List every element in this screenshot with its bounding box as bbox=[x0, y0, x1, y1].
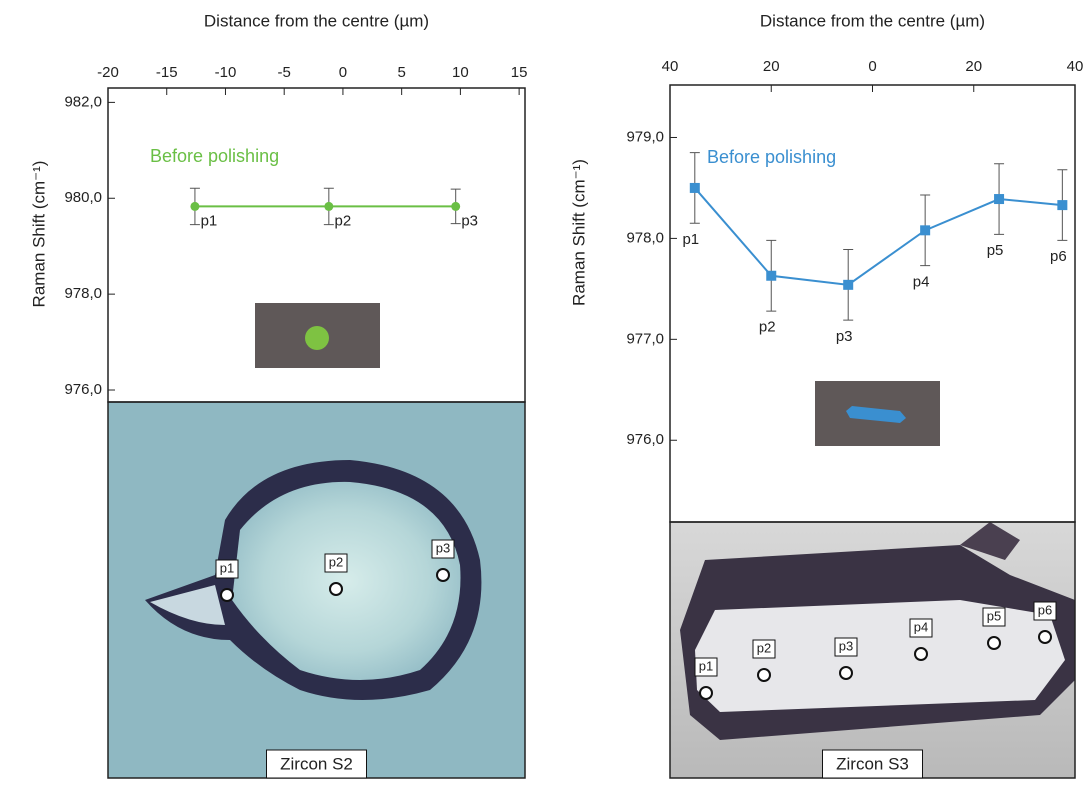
y-tick-label: 977,0 bbox=[626, 330, 664, 347]
point-label: p1 bbox=[682, 231, 699, 248]
point-label: p3 bbox=[461, 212, 478, 229]
data-point bbox=[1057, 200, 1067, 210]
marker-label: p4 bbox=[914, 619, 928, 634]
point-label: p5 bbox=[987, 242, 1004, 259]
x-tick-label: -15 bbox=[156, 64, 178, 81]
image-marker bbox=[330, 583, 342, 595]
marker-label: p1 bbox=[220, 560, 234, 575]
y-tick-label: 979,0 bbox=[626, 128, 664, 145]
micrograph bbox=[670, 522, 1075, 778]
x-tick-label: 0 bbox=[868, 58, 876, 75]
point-label: p2 bbox=[759, 319, 776, 336]
marker-label: p2 bbox=[757, 640, 771, 655]
image-marker bbox=[758, 669, 770, 681]
image-marker bbox=[840, 667, 852, 679]
x-tick-label: 40 bbox=[662, 58, 679, 75]
point-label: p2 bbox=[334, 212, 351, 229]
image-marker bbox=[221, 589, 233, 601]
point-label: p1 bbox=[201, 212, 218, 229]
x-axis-title: Distance from the centre (µm) bbox=[204, 11, 429, 30]
marker-label: p3 bbox=[436, 540, 450, 555]
x-tick-label: 0 bbox=[339, 64, 347, 81]
point-label: p6 bbox=[1050, 248, 1067, 265]
x-tick-label: 15 bbox=[511, 64, 528, 81]
figure: Distance from the centre (µm) Raman Shift… bbox=[0, 0, 1086, 783]
x-tick-label: 20 bbox=[763, 58, 780, 75]
data-point bbox=[920, 225, 930, 235]
image-marker bbox=[1039, 631, 1051, 643]
page: {"chart_data": [ {"type": "line", "title… bbox=[0, 0, 1086, 788]
image-caption: Zircon S2 bbox=[280, 754, 353, 773]
y-tick-label: 978,0 bbox=[626, 229, 664, 246]
image-marker bbox=[915, 648, 927, 660]
x-axis-title: Distance from the centre (µm) bbox=[760, 11, 985, 30]
marker-label: p6 bbox=[1038, 602, 1052, 617]
image-marker bbox=[700, 687, 712, 699]
y-axis-title: Raman Shift (cm⁻¹) bbox=[29, 161, 48, 308]
annotation: Before polishing bbox=[707, 147, 836, 167]
image-marker bbox=[988, 637, 1000, 649]
data-point bbox=[690, 183, 700, 193]
data-point bbox=[994, 194, 1004, 204]
marker-label: p1 bbox=[699, 658, 713, 673]
y-tick-label: 978,0 bbox=[64, 285, 102, 302]
x-tick-label: 40 bbox=[1067, 58, 1084, 75]
x-tick-label: -10 bbox=[215, 64, 237, 81]
data-line bbox=[695, 188, 1063, 285]
micrograph bbox=[108, 402, 525, 778]
marker-label: p5 bbox=[987, 608, 1001, 623]
data-point bbox=[843, 280, 853, 290]
marker-label: p2 bbox=[329, 554, 343, 569]
y-tick-label: 980,0 bbox=[64, 189, 102, 206]
data-point bbox=[451, 202, 460, 211]
y-tick-label: 976,0 bbox=[64, 381, 102, 398]
annotation: Before polishing bbox=[150, 146, 279, 166]
y-axis-title: Raman Shift (cm⁻¹) bbox=[569, 159, 588, 306]
x-tick-label: 20 bbox=[965, 58, 982, 75]
y-tick-label: 982,0 bbox=[64, 93, 102, 110]
image-marker bbox=[437, 569, 449, 581]
data-point bbox=[190, 202, 199, 211]
data-point bbox=[766, 271, 776, 281]
point-label: p3 bbox=[836, 328, 853, 345]
marker-label: p3 bbox=[839, 638, 853, 653]
x-tick-label: 5 bbox=[397, 64, 405, 81]
data-point bbox=[324, 202, 333, 211]
x-tick-label: -5 bbox=[278, 64, 291, 81]
x-tick-label: -20 bbox=[97, 64, 119, 81]
inset-dot bbox=[305, 326, 329, 350]
image-caption: Zircon S3 bbox=[836, 754, 909, 773]
y-tick-label: 976,0 bbox=[626, 431, 664, 448]
x-tick-label: 10 bbox=[452, 64, 469, 81]
point-label: p4 bbox=[913, 273, 930, 290]
